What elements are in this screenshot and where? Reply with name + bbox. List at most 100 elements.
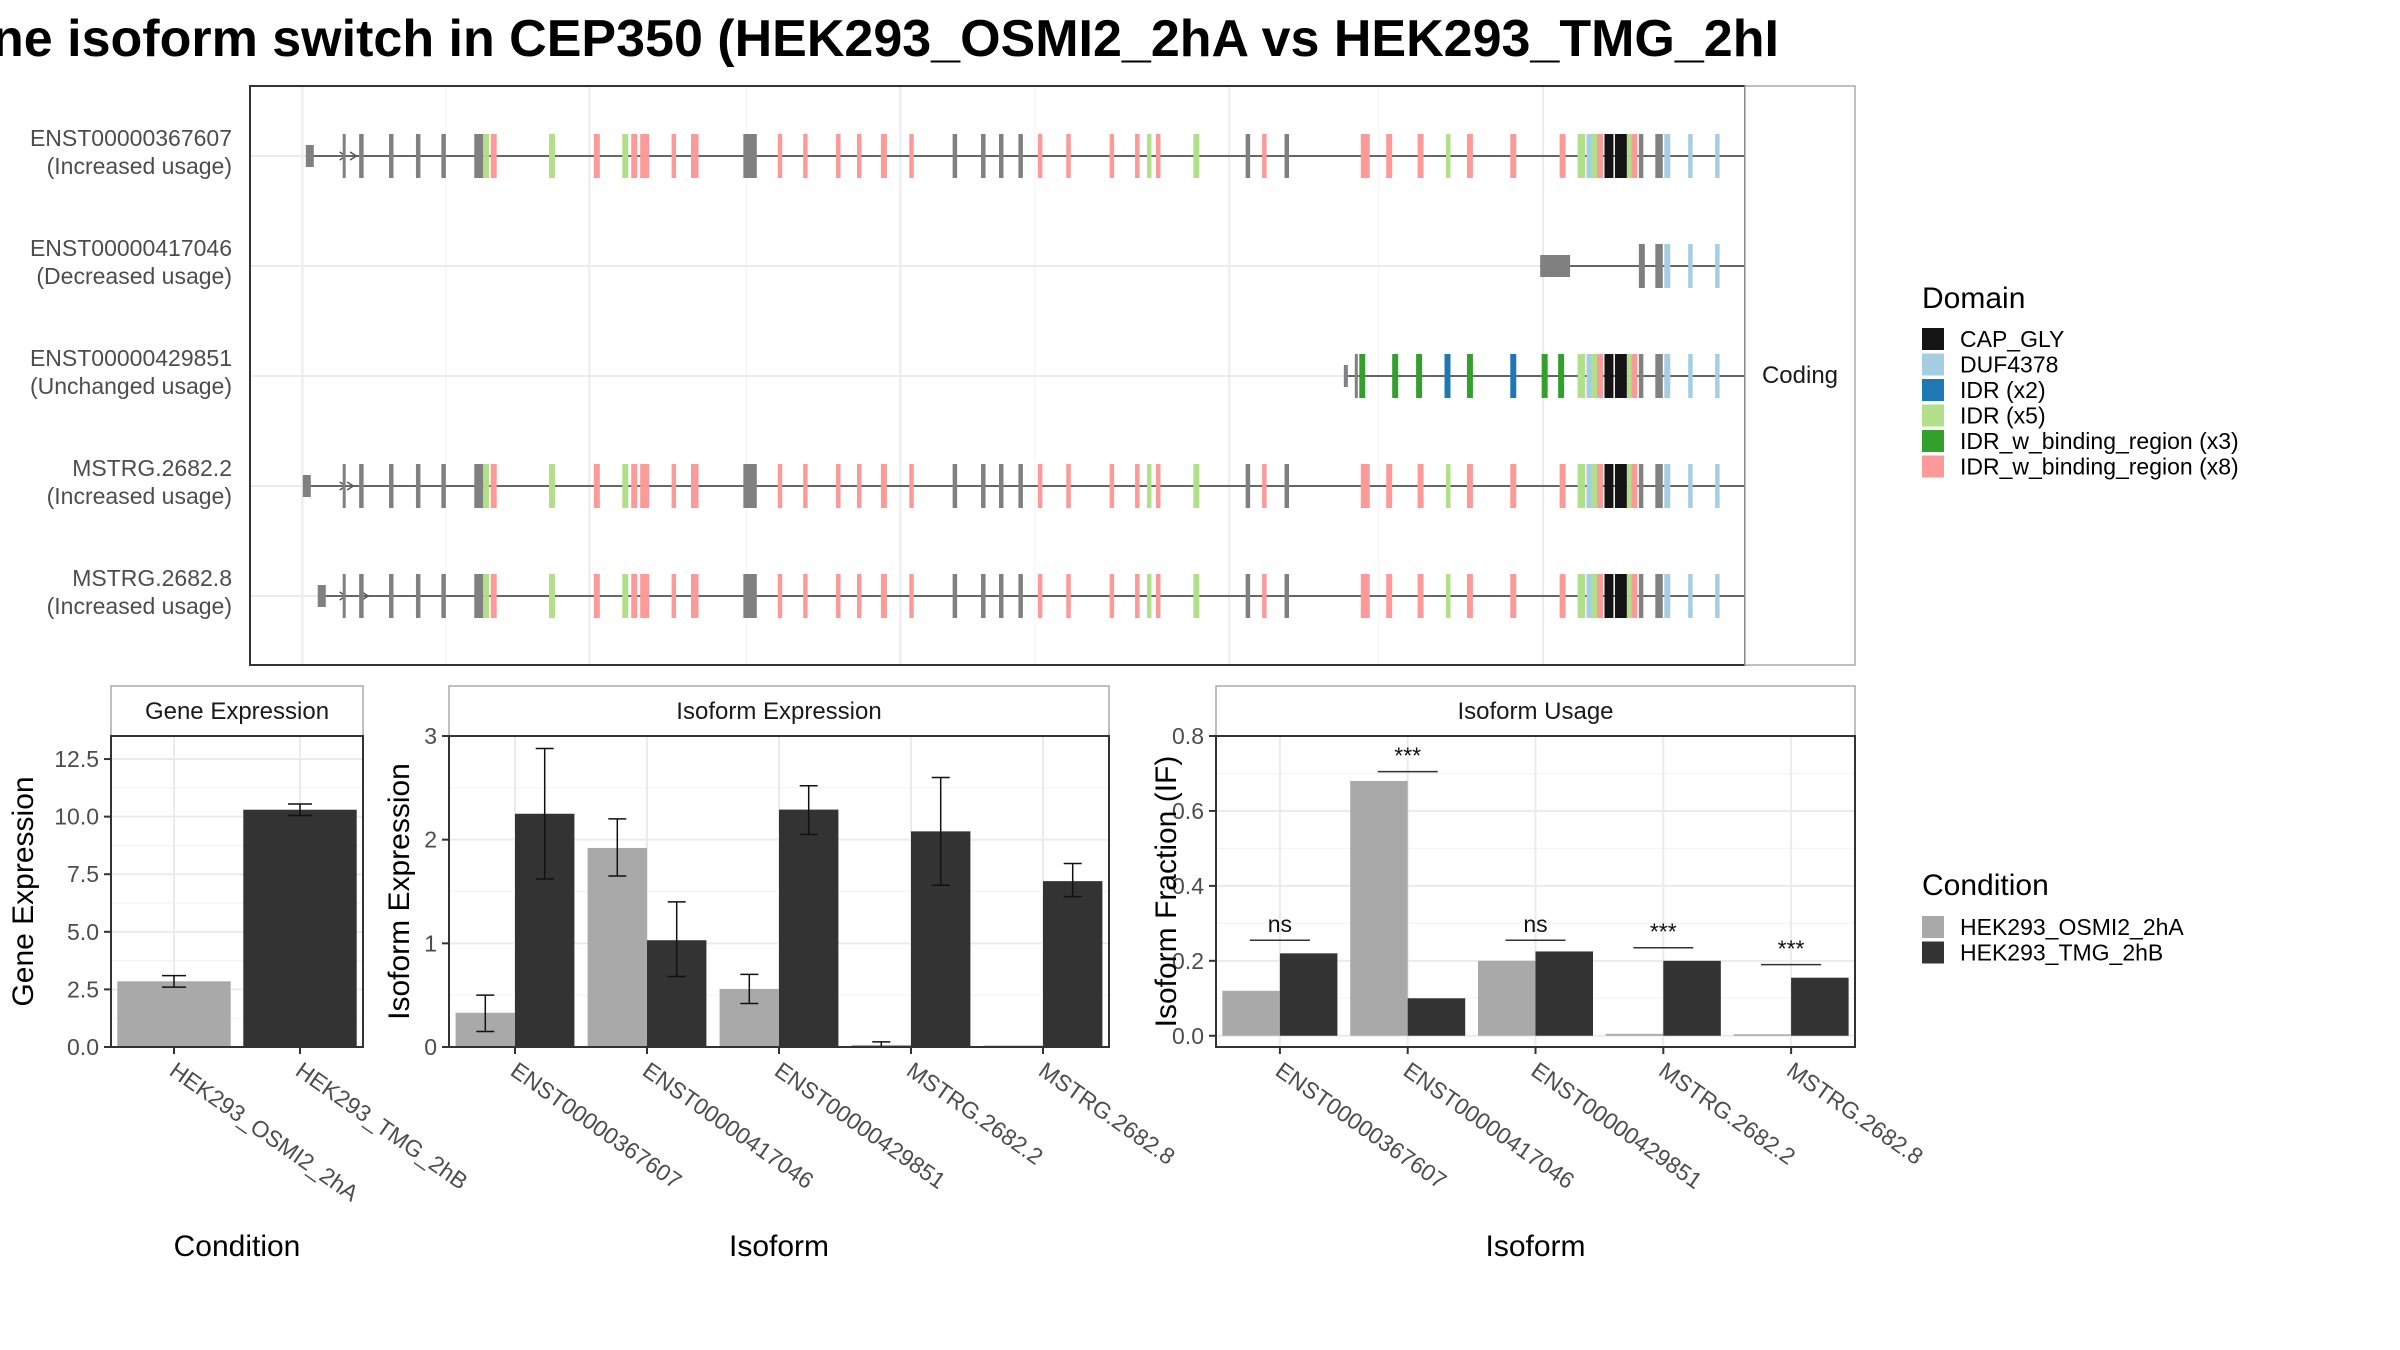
transcript-utr-exon <box>305 145 314 167</box>
gene-expression-chart: Gene Expression0.02.55.07.510.012.5HEK29… <box>7 685 473 1263</box>
transcript-id-label: ENST00000417046 <box>30 235 232 261</box>
transcript-exon <box>1392 354 1399 398</box>
transcript-exon <box>1626 574 1632 618</box>
legend-domain-swatch <box>1922 379 1944 401</box>
transcript-exon <box>1558 354 1565 398</box>
y-tick-label: 2 <box>424 827 437 853</box>
transcript-exon <box>1655 464 1663 508</box>
transcript-exon <box>622 574 629 618</box>
transcript-exon <box>1360 574 1370 618</box>
transcript-exon <box>1245 464 1251 508</box>
transcript-exon <box>1591 134 1597 178</box>
transcript-exon <box>671 574 677 618</box>
transcript-exon <box>1626 134 1632 178</box>
transcript-exon <box>549 464 555 508</box>
transcript-exon <box>490 574 497 618</box>
figure-title: ne isoform switch in CEP350 (HEK293_OSMI… <box>0 10 1779 68</box>
transcript-exon <box>1037 464 1043 508</box>
y-axis-title: Isoform Fraction (IF) <box>1150 756 1183 1028</box>
transcript-exon <box>1586 354 1592 398</box>
transcript-exon <box>836 464 841 508</box>
legend-condition-title: Condition <box>1922 869 2049 902</box>
transcript-id-label: ENST00000429851 <box>30 345 232 371</box>
facet-strip-label: Coding <box>1762 362 1838 389</box>
transcript-exon <box>1018 574 1023 618</box>
transcript-exon <box>1626 354 1632 398</box>
transcript-exon <box>1066 464 1071 508</box>
significance-label: ns <box>1523 911 1547 937</box>
transcript-exon <box>1591 464 1597 508</box>
transcript-utr-exon <box>1343 365 1348 387</box>
transcript-exon <box>415 134 421 178</box>
transcript-exon <box>1360 464 1370 508</box>
legend-domain-label: IDR (x5) <box>1960 403 2046 429</box>
transcript-exon <box>952 134 958 178</box>
transcript-row <box>317 574 1789 618</box>
transcript-exon <box>1386 464 1393 508</box>
transcript-exon <box>474 134 484 178</box>
transcript-exon <box>389 464 394 508</box>
transcript-exon <box>1466 464 1473 508</box>
transcript-exon <box>1664 244 1671 288</box>
legend-domain-swatch <box>1922 328 1944 350</box>
transcript-exon <box>1638 134 1644 178</box>
transcript-exon <box>1638 574 1644 618</box>
transcript-exon <box>1155 464 1161 508</box>
transcript-id-label: MSTRG.2682.8 <box>72 565 232 591</box>
transcript-exon <box>1688 464 1693 508</box>
transcript-exon <box>952 464 958 508</box>
transcript-exon <box>342 134 346 178</box>
transcript-exon <box>1586 464 1592 508</box>
transcript-exon <box>415 574 421 618</box>
transcript-exon <box>640 134 650 178</box>
x-tick-label: MSTRG.2682.2 <box>902 1057 1048 1170</box>
legend-domain-swatch <box>1922 455 1944 478</box>
x-axis-title: Isoform <box>1485 1230 1585 1263</box>
legend-domain-swatch <box>1922 404 1944 427</box>
legend-condition-swatch <box>1922 941 1944 964</box>
transcript-id-label: ENST00000367607 <box>30 125 232 151</box>
transcript-strand-arrow <box>349 151 358 161</box>
transcript-exon <box>1109 464 1115 508</box>
transcript-exon <box>1466 574 1473 618</box>
transcript-utr-exon <box>317 585 326 607</box>
transcript-exon <box>483 134 490 178</box>
transcript-exon <box>474 574 484 618</box>
significance-label: *** <box>1778 936 1805 962</box>
transcript-exon <box>1604 574 1614 618</box>
transcript-exon <box>1591 574 1597 618</box>
transcript-exon <box>1510 464 1517 508</box>
transcript-exon <box>342 574 346 618</box>
transcript-exon <box>549 574 555 618</box>
transcript-exon <box>1066 574 1071 618</box>
transcript-utr-exon <box>1540 255 1571 277</box>
transcript-exon <box>1577 574 1586 618</box>
transcript-exon <box>1466 134 1473 178</box>
transcript-exon <box>1417 464 1424 508</box>
transcript-status-label: (Increased usage) <box>47 483 232 509</box>
isoform-expression-chart: Isoform Expression0123ENST00000367607ENS… <box>383 685 1180 1263</box>
transcript-exon <box>1655 354 1663 398</box>
y-tick-label: 0.2 <box>1172 948 1204 974</box>
legend-condition-swatch <box>1922 916 1944 938</box>
transcript-exon <box>1193 464 1200 508</box>
transcript-exon <box>836 134 841 178</box>
legend-domain-label: IDR_w_binding_region (x3) <box>1960 428 2239 454</box>
transcript-exon <box>1664 134 1671 178</box>
transcript-exon <box>415 464 421 508</box>
transcript-exon <box>1604 354 1614 398</box>
significance-label: *** <box>1394 743 1421 769</box>
transcript-status-label: (Increased usage) <box>47 153 232 179</box>
transcript-exon <box>1284 574 1290 618</box>
legend-domain-label: IDR_w_binding_region (x8) <box>1960 454 2239 480</box>
transcript-exon <box>981 464 986 508</box>
transcript-exon <box>856 134 862 178</box>
transcript-exon <box>1715 464 1720 508</box>
bar <box>1605 1033 1664 1036</box>
bar <box>1279 953 1338 1036</box>
transcript-exon <box>549 134 555 178</box>
bar <box>1407 998 1466 1036</box>
y-tick-label: 10.0 <box>54 804 99 830</box>
